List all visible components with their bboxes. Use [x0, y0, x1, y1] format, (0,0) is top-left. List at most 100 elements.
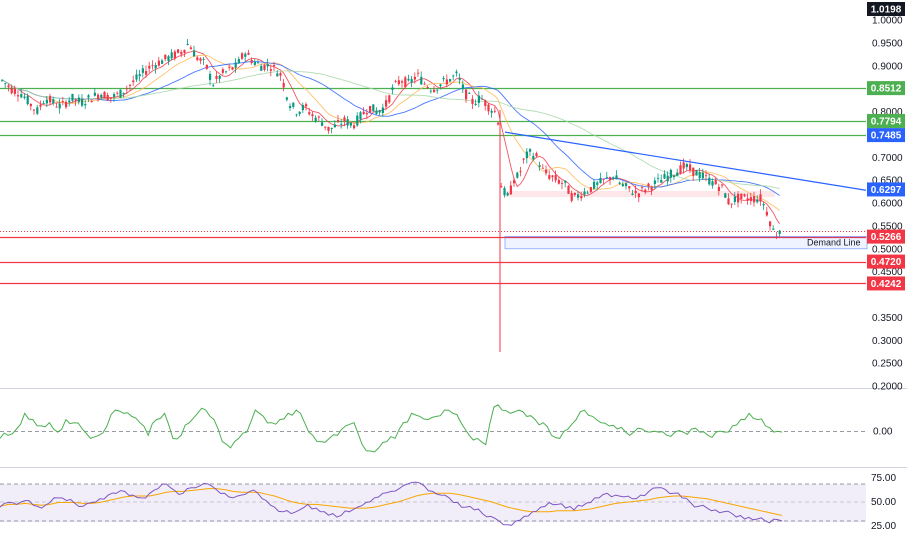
candle	[340, 119, 343, 129]
candle	[657, 173, 660, 183]
candle	[253, 58, 256, 67]
candle	[125, 85, 128, 95]
candle	[477, 91, 480, 108]
candle	[714, 178, 717, 185]
candle	[241, 51, 244, 61]
price-tick-3: 0.3500	[872, 313, 903, 324]
candle	[663, 170, 666, 180]
candle	[109, 97, 112, 103]
candle	[231, 66, 234, 71]
candle	[641, 185, 644, 193]
ma-medium	[1, 54, 780, 211]
candle	[577, 191, 580, 201]
candle	[778, 229, 781, 237]
candle	[417, 68, 420, 77]
candle	[29, 103, 32, 111]
candle	[365, 109, 368, 120]
oscillator-tick-0: 0.00	[873, 427, 893, 438]
candle	[359, 110, 362, 124]
candle	[532, 152, 535, 162]
candle	[423, 81, 426, 85]
candle	[554, 170, 557, 183]
candle	[708, 173, 711, 186]
candle	[583, 187, 586, 198]
candle	[653, 177, 656, 190]
rsi-tick-50: 50.00	[871, 497, 896, 508]
candle	[669, 168, 672, 183]
candle	[567, 185, 570, 194]
candle	[746, 193, 749, 205]
candle	[279, 71, 282, 81]
candle	[106, 92, 109, 102]
candle	[263, 64, 266, 72]
candle	[557, 177, 560, 185]
candle	[743, 193, 746, 198]
price-badge-bg	[867, 113, 905, 128]
candle	[381, 103, 384, 117]
candle	[289, 103, 292, 111]
last-price-badge: 1.0198	[867, 2, 905, 16]
candle	[756, 195, 759, 204]
candle	[452, 74, 455, 81]
candle	[570, 190, 573, 203]
candle	[132, 75, 135, 86]
candle	[122, 92, 125, 98]
candle	[564, 180, 567, 188]
candle	[58, 98, 61, 114]
candle	[676, 168, 679, 176]
candle	[202, 56, 205, 65]
demand-zone-label: Demand Line	[807, 238, 861, 248]
candle	[39, 100, 42, 111]
candle	[20, 88, 23, 99]
price-tick-8: 0.6500	[872, 176, 903, 187]
candle	[465, 89, 468, 103]
candle	[474, 99, 477, 106]
candle	[692, 167, 695, 181]
candle	[71, 93, 74, 103]
candle	[413, 72, 416, 84]
candle	[407, 74, 410, 82]
candle	[324, 126, 327, 131]
candle	[218, 74, 221, 83]
candle	[733, 192, 736, 206]
candle	[625, 182, 628, 190]
candle	[330, 127, 333, 134]
candle	[599, 172, 602, 184]
candle	[77, 94, 80, 105]
rsi-tick-25: 25.00	[871, 521, 896, 532]
price-tick-1: 0.2500	[872, 359, 903, 370]
horizontal-levels	[0, 87, 866, 285]
candle	[100, 93, 103, 100]
candle	[631, 189, 634, 196]
candle	[394, 79, 397, 83]
price-badge-label: 0.4242	[871, 279, 902, 290]
candle	[295, 113, 298, 117]
candle	[513, 177, 516, 187]
candle	[61, 96, 64, 106]
candle	[45, 95, 48, 107]
candle	[17, 89, 20, 102]
candle	[644, 188, 647, 195]
price-badge-bg	[867, 229, 905, 244]
candle	[449, 78, 452, 83]
candle	[74, 98, 77, 106]
price-tick-11: 0.9000	[872, 61, 903, 72]
price-badge-1: 0.7794	[867, 113, 905, 128]
candle	[141, 64, 144, 78]
candle	[23, 92, 26, 100]
rsi-ma-line	[0, 488, 783, 516]
price-badge-label: 0.4720	[871, 257, 902, 268]
candle	[618, 181, 621, 185]
candle	[4, 82, 7, 89]
price-badge-label: 0.8512	[871, 84, 902, 95]
candle	[705, 170, 708, 182]
candle	[685, 162, 688, 171]
candle	[49, 93, 52, 106]
candle	[167, 54, 170, 66]
candle	[711, 178, 714, 189]
candle	[621, 181, 624, 188]
candle	[429, 89, 432, 94]
price-badge-label: 0.5266	[871, 232, 902, 243]
candle	[673, 174, 676, 180]
last-price-label: 1.0198	[871, 5, 902, 16]
